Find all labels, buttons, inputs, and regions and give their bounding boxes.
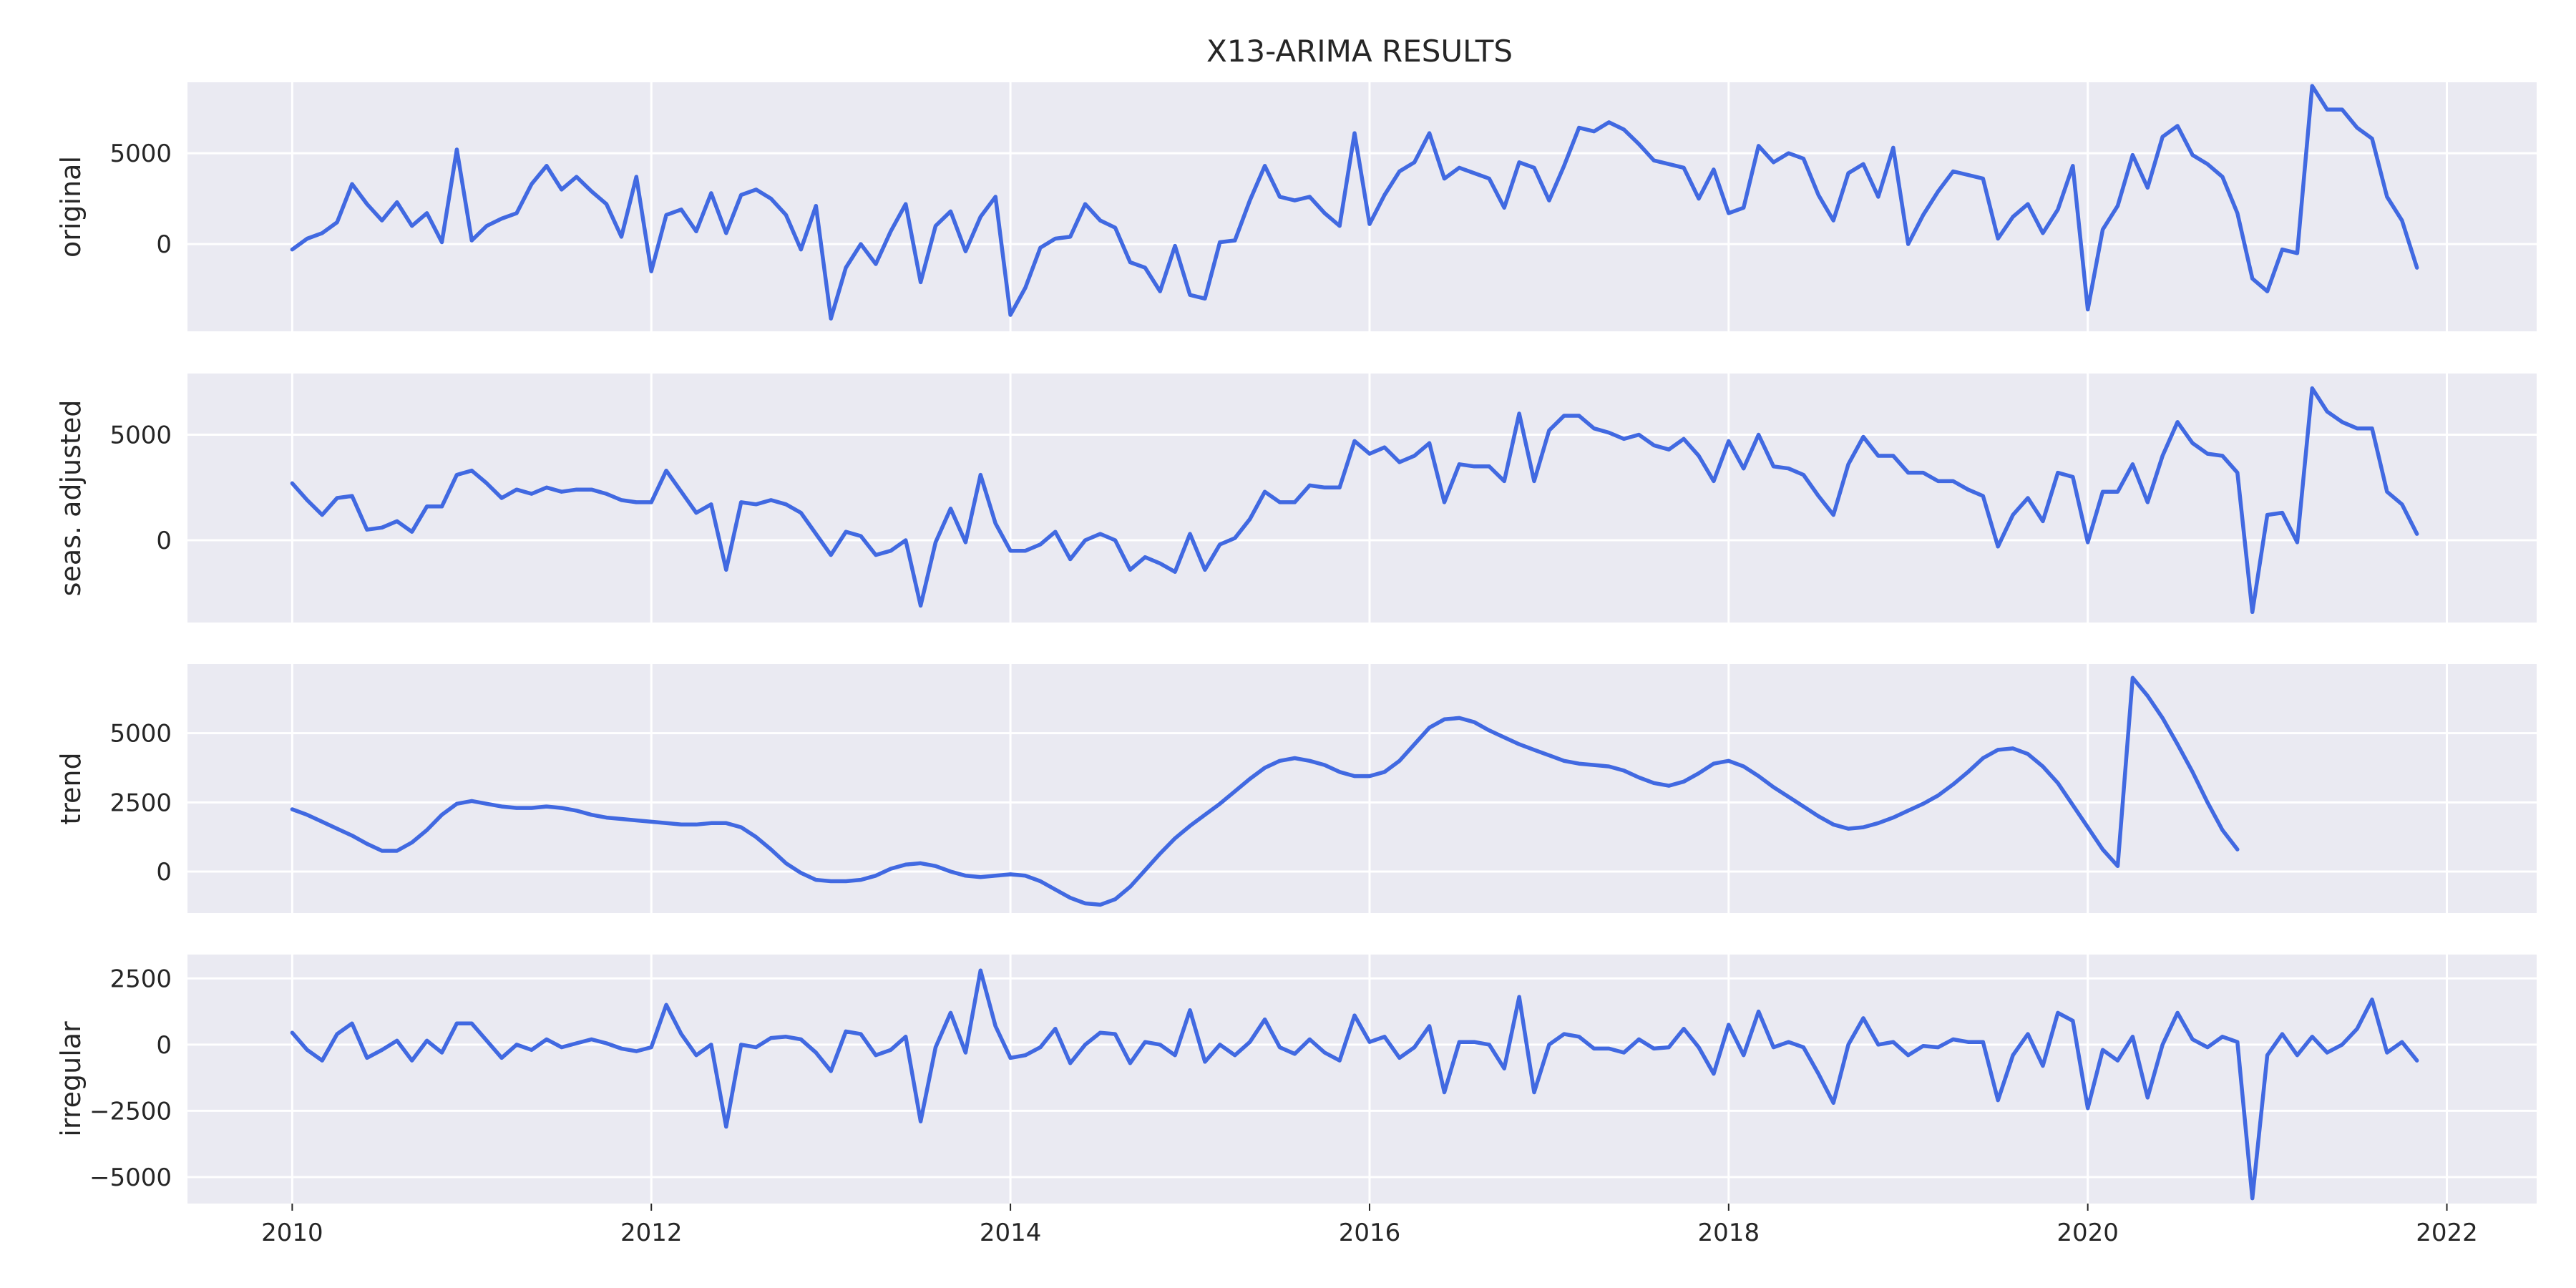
- y-tick-label: 0: [156, 858, 172, 887]
- x-tick-label: 2016: [1339, 1219, 1401, 1247]
- panel-background: [187, 82, 2537, 331]
- y-tick-label: −2500: [89, 1097, 172, 1126]
- x-tick-label: 2018: [1698, 1219, 1760, 1247]
- x-tick-label: 2020: [2057, 1219, 2119, 1247]
- panel-background: [187, 955, 2537, 1204]
- series-line-irregular: [290, 968, 2419, 1201]
- y-tick-label: 5000: [109, 720, 172, 748]
- y-tick-label: 5000: [109, 140, 172, 168]
- y-axis-label: seas. adjusted: [55, 400, 87, 597]
- y-axis-label: trend: [55, 752, 87, 824]
- series-line-seas-adjusted: [290, 386, 2419, 615]
- y-tick-label: 2500: [109, 789, 172, 817]
- panel-seas-adjusted: 0 5000 seas. adjusted: [55, 374, 2537, 623]
- panel-trend: 0 2500 5000 trend: [55, 664, 2537, 913]
- y-tick-label: 0: [156, 1031, 172, 1060]
- y-tick-label: 2500: [109, 965, 172, 993]
- series-line-trend: [290, 675, 2240, 907]
- panel-irregular: −5000 −2500 0 2500 irregular: [55, 955, 2537, 1204]
- x-axis: 2010 2012 2014 2016 2018 2020 2022: [261, 1204, 2478, 1247]
- y-tick-label: −5000: [89, 1163, 172, 1192]
- panels-group: 0 5000 original 0 5000 seas. adjusted 0 2500 500…: [55, 82, 2537, 1204]
- x-tick-label: 2014: [980, 1219, 1042, 1247]
- series-line-original: [290, 84, 2419, 321]
- y-tick-label: 5000: [109, 421, 172, 450]
- y-axis-label: original: [55, 156, 87, 258]
- panel-background: [187, 374, 2537, 623]
- panel-original: 0 5000 original: [55, 82, 2537, 331]
- y-axis-label: irregular: [55, 1021, 87, 1137]
- x-tick-label: 2012: [620, 1219, 683, 1247]
- y-tick-label: 0: [156, 230, 172, 259]
- x-tick-label: 2022: [2416, 1219, 2478, 1247]
- y-tick-label: 0: [156, 527, 172, 555]
- chart-title: X13-ARIMA RESULTS: [1206, 34, 1513, 69]
- panel-background: [187, 664, 2537, 913]
- x-tick-label: 2010: [261, 1219, 323, 1247]
